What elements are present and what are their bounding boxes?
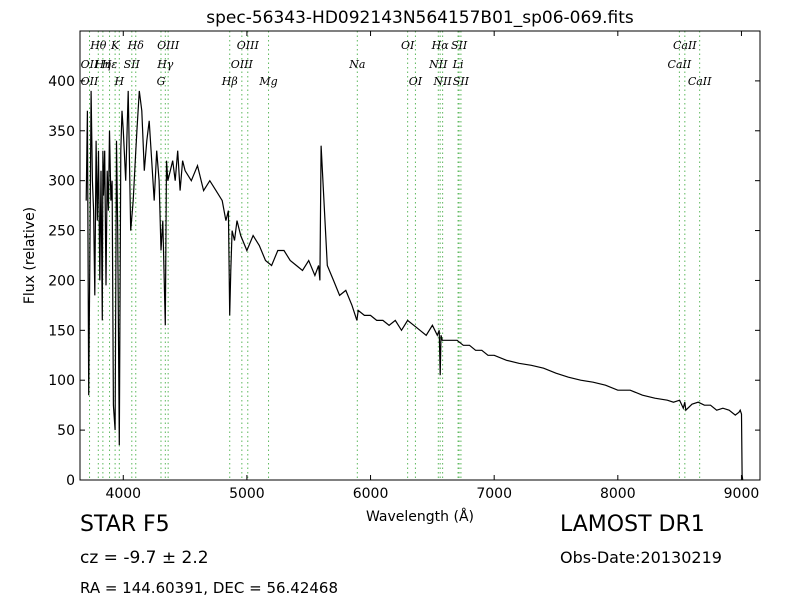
- x-tick-label: 9000: [724, 486, 760, 502]
- line-marker-label: SII: [451, 39, 468, 52]
- line-marker-label: Hδ: [127, 39, 145, 52]
- line-marker-label: Mg: [258, 75, 277, 88]
- y-axis-label: Flux (relative): [22, 207, 38, 304]
- y-tick-label: 50: [57, 423, 75, 439]
- ra-dec-coordinates: RA = 144.60391, DEC = 56.42468: [80, 579, 339, 597]
- x-tick-label: 6000: [353, 486, 389, 502]
- spectrum-line: [85, 90, 744, 481]
- y-axis-ticks: 0 50 100 150 200 250 300 350 400: [48, 74, 760, 489]
- emission-line-markers: [89, 31, 701, 480]
- line-marker-label: Hβ: [221, 75, 238, 88]
- x-tick-label: 7000: [476, 486, 512, 502]
- line-marker-label: K: [110, 39, 120, 52]
- x-tick-label: 5000: [229, 486, 265, 502]
- line-marker-label: Hθ: [89, 39, 107, 52]
- line-marker-label: CaII: [688, 75, 712, 88]
- y-tick-label: 150: [48, 323, 75, 339]
- line-marker-label: CaII: [673, 39, 697, 52]
- line-marker-label: OI: [401, 39, 415, 52]
- line-marker-label: CaII: [668, 58, 692, 71]
- x-tick-label: 4000: [105, 486, 141, 502]
- line-marker-label: Hη: [94, 58, 112, 71]
- y-tick-label: 400: [48, 74, 75, 90]
- y-tick-label: 100: [48, 373, 75, 389]
- plot-frame: [79, 30, 761, 481]
- chart-title: spec-56343-HD092143N564157B01_sp06-069.f…: [206, 8, 634, 28]
- line-marker-label: OIII: [157, 39, 180, 52]
- x-axis-ticks: 4000 5000 6000 7000 8000 9000: [105, 31, 759, 502]
- x-axis-label: Wavelength (Å): [366, 508, 474, 525]
- line-marker-label: OII: [81, 75, 99, 88]
- line-marker-label: Na: [348, 58, 365, 71]
- line-marker-label: H: [114, 75, 125, 88]
- object-class: STAR F5: [80, 512, 170, 537]
- y-tick-label: 0: [66, 473, 75, 489]
- line-marker-label: SII: [124, 58, 141, 71]
- line-marker-label: NII: [428, 58, 448, 71]
- line-marker-label: Li: [452, 58, 464, 71]
- observation-date: Obs-Date:20130219: [560, 548, 722, 567]
- line-marker-label: Hγ: [156, 58, 174, 71]
- line-marker-label: G: [157, 75, 166, 88]
- y-tick-label: 350: [48, 124, 75, 140]
- line-marker-label: Hε: [101, 58, 118, 71]
- line-marker-label: OI: [409, 75, 423, 88]
- x-tick-label: 8000: [600, 486, 636, 502]
- line-marker-label: OII: [81, 58, 99, 71]
- redshift-cz: cz = -9.7 ± 2.2: [80, 548, 209, 568]
- line-marker-label: Hα: [431, 39, 450, 52]
- line-marker-label: SII: [453, 75, 470, 88]
- y-tick-label: 300: [48, 174, 75, 190]
- y-tick-label: 200: [48, 273, 75, 289]
- survey-name: LAMOST DR1: [560, 512, 705, 537]
- line-marker-label: OIII: [231, 58, 254, 71]
- y-tick-label: 250: [48, 224, 75, 240]
- line-marker-label: NII: [432, 75, 452, 88]
- line-marker-label: OIII: [237, 39, 260, 52]
